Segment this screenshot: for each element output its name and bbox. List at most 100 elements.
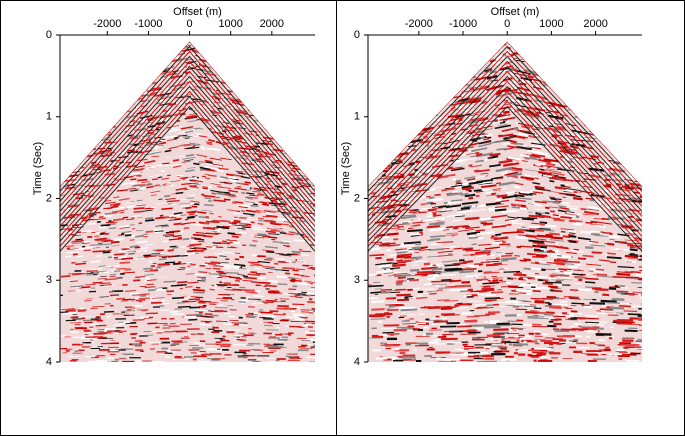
seismic-trace — [484, 272, 500, 273]
seismic-trace — [79, 140, 83, 141]
seismic-trace — [266, 60, 271, 61]
seismic-trace — [591, 87, 601, 90]
seismic-trace — [397, 257, 406, 258]
seismic-trace — [574, 59, 586, 62]
seismic-trace — [65, 75, 74, 77]
seismic-trace — [523, 259, 530, 260]
seismic-trace — [235, 60, 243, 61]
seismic-trace — [638, 39, 647, 42]
seismic-trace — [461, 43, 475, 47]
seismic-trace — [271, 82, 283, 84]
seismic-trace — [193, 235, 206, 236]
seismic-trace — [539, 70, 556, 74]
seismic-trace — [73, 128, 76, 129]
seismic-trace — [279, 47, 287, 49]
seismic-trace — [155, 290, 166, 291]
seismic-trace — [547, 262, 554, 263]
seismic-trace — [559, 47, 564, 48]
seismic-trace — [297, 36, 300, 37]
seismic-trace — [69, 79, 73, 80]
seismic-trace — [505, 121, 509, 122]
seismic-trace — [455, 286, 471, 287]
seismic-trace — [641, 213, 656, 215]
seismic-trace — [302, 137, 308, 138]
seismic-trace — [409, 48, 418, 50]
seismic-trace — [389, 156, 395, 157]
seismic-trace — [590, 46, 597, 47]
seismic-trace — [638, 53, 653, 58]
seismic-trace — [585, 322, 599, 323]
seismic-trace — [78, 39, 87, 40]
seismic-trace — [396, 118, 409, 121]
seismic-trace — [294, 73, 298, 74]
seismic-trace — [426, 63, 438, 67]
seismic-trace — [453, 70, 463, 72]
seismic-trace — [78, 46, 82, 47]
seismic-trace — [80, 140, 83, 141]
seismic-trace — [427, 202, 431, 203]
seismic-trace — [484, 159, 487, 160]
seismic-trace — [592, 132, 597, 133]
seismic-trace — [427, 199, 443, 201]
seismic-trace — [496, 183, 501, 184]
seismic-trace — [379, 44, 395, 47]
seismic-trace — [459, 260, 464, 261]
seismic-trace — [499, 244, 510, 245]
seismic-trace — [520, 192, 531, 193]
seismic-trace — [221, 221, 230, 222]
seismic-trace — [581, 71, 587, 73]
seismic-trace — [121, 97, 127, 98]
seismic-trace — [255, 98, 260, 99]
seismic-trace — [73, 102, 84, 105]
seismic-trace — [97, 59, 103, 60]
seismic-trace — [397, 83, 412, 87]
seismic-trace — [289, 307, 300, 308]
seismic-trace — [250, 206, 258, 207]
seismic-trace — [249, 107, 261, 109]
seismic-trace — [69, 129, 82, 132]
seismic-trace — [113, 111, 124, 112]
seismic-trace — [433, 214, 437, 215]
seismic-trace — [104, 312, 114, 313]
seismic-trace — [131, 36, 142, 39]
seismic-trace — [272, 44, 279, 45]
seismic-trace — [262, 204, 269, 205]
seismic-trace — [578, 64, 586, 66]
seismic-trace — [583, 59, 588, 61]
seismic-trace — [172, 247, 178, 248]
seismic-trace — [373, 113, 386, 116]
seismic-trace — [312, 282, 320, 283]
seismic-trace — [279, 134, 290, 137]
seismic-trace — [609, 124, 616, 125]
seismic-trace — [157, 43, 166, 45]
seismic-trace — [407, 77, 413, 78]
seismic-trace — [377, 118, 382, 119]
seismic-trace — [399, 308, 415, 309]
seismic-trace — [637, 61, 647, 64]
seismic-trace — [416, 45, 423, 47]
seismic-trace — [398, 277, 406, 278]
seismic-trace — [578, 110, 584, 112]
seismic-trace — [389, 45, 395, 46]
seismic-trace — [501, 255, 512, 256]
seismic-trace — [619, 111, 632, 113]
seismic-trace — [601, 114, 616, 117]
seismic-trace — [74, 159, 85, 160]
seismic-trace — [115, 85, 128, 89]
seismic-trace — [310, 72, 319, 74]
seismic-trace — [593, 130, 604, 131]
seismic-trace — [111, 44, 116, 45]
seismic-trace — [635, 62, 645, 64]
seismic-trace — [284, 134, 292, 135]
seismic-trace — [591, 222, 597, 223]
seismic-trace — [240, 205, 251, 206]
seismic-trace — [103, 59, 115, 61]
seismic-trace — [250, 216, 254, 217]
seismic-trace — [123, 49, 126, 50]
seismic-trace — [236, 90, 243, 91]
seismic-trace — [639, 154, 649, 156]
seismic-trace — [307, 133, 314, 134]
seismic-trace — [616, 129, 632, 132]
seismic-trace — [253, 204, 258, 205]
seismic-trace — [267, 129, 278, 131]
